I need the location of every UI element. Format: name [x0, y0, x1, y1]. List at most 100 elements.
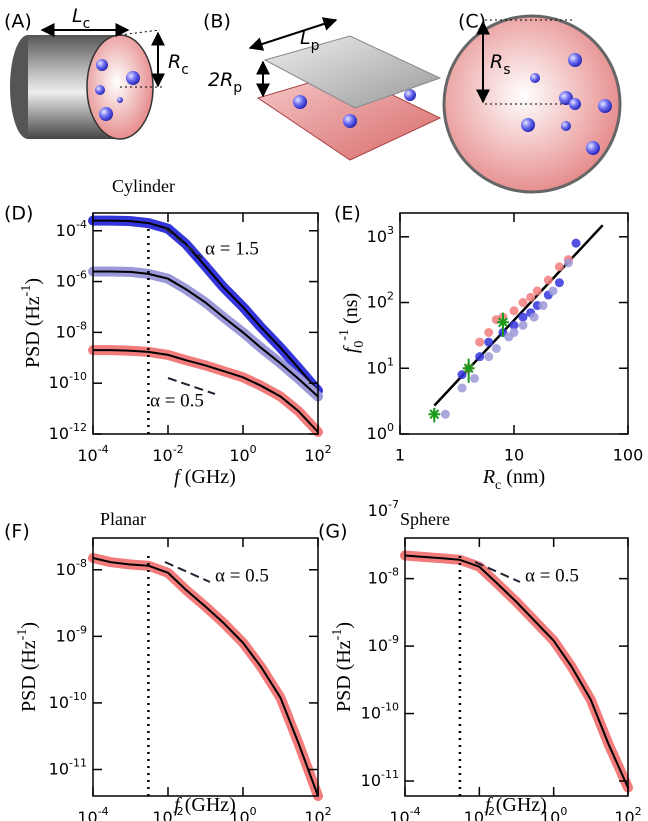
- tick-label: 102: [304, 443, 331, 465]
- tick-base: 10: [56, 626, 76, 645]
- tick-label: 100: [229, 805, 256, 821]
- label-end: ): [333, 622, 355, 629]
- tick-base: 10: [49, 759, 69, 778]
- tick-exponent: -4: [410, 805, 421, 818]
- label-text: PSD (Hz: [18, 640, 40, 712]
- label-symbol: f: [174, 794, 182, 816]
- point: [428, 408, 441, 421]
- tick-label: 10-2: [152, 805, 183, 821]
- tick-exponent: -2: [484, 805, 495, 818]
- point: [543, 275, 553, 285]
- tick-label: 10-8: [56, 319, 87, 341]
- tick-base: 10: [304, 446, 324, 465]
- tick-exponent: 2: [325, 443, 332, 456]
- axis-label: f0-1 (ns): [337, 293, 367, 353]
- label-sub: p: [311, 38, 320, 54]
- tick-exponent: 0: [250, 805, 257, 818]
- label-end: ): [22, 278, 44, 285]
- point: [484, 337, 494, 347]
- tick-label: 10-8: [56, 556, 87, 578]
- tick-base: 10: [540, 808, 560, 821]
- tick-label: 10-10: [361, 700, 399, 722]
- point: [509, 320, 519, 330]
- point: [440, 409, 450, 419]
- diagram-cylinder: (A) Lc Rc: [4, 5, 189, 140]
- label-text: PSD (Hz: [22, 296, 44, 368]
- tick-exponent: 2: [635, 805, 642, 818]
- annotation: α = 0.5: [150, 390, 204, 411]
- point: [462, 362, 475, 375]
- diagram-label: Lp: [300, 27, 320, 55]
- fit-line: [93, 270, 319, 398]
- slope-guide: [164, 561, 211, 583]
- label-sup: -1: [15, 629, 30, 641]
- tick-base: 10: [56, 559, 76, 578]
- axis-label: PSD (Hz-1): [330, 622, 355, 712]
- chart-title: Sphere: [400, 509, 450, 529]
- point: [509, 327, 519, 337]
- label-sub: c: [83, 16, 91, 32]
- tick-base: 10: [49, 424, 69, 443]
- point: [518, 312, 528, 322]
- fit-line: [93, 349, 319, 433]
- tick-base: 10: [56, 271, 76, 290]
- tick-label: 10-11: [49, 756, 87, 778]
- label-end: ): [18, 622, 40, 629]
- diagram-planar: (B) Lp 2Rp: [203, 11, 442, 161]
- tick-label: 10-8: [368, 565, 399, 587]
- tick-exponent: -2: [173, 443, 184, 456]
- tick-label: 103: [367, 223, 394, 245]
- diagram-label: 2Rp: [208, 69, 242, 97]
- point: [518, 298, 528, 308]
- fit-line: [93, 219, 319, 392]
- tick-base: 10: [56, 220, 76, 239]
- plot-frame: [92, 212, 319, 435]
- label-symbol: f: [340, 345, 362, 353]
- tick-label: 10-4: [77, 443, 108, 465]
- tick-exponent: -10: [69, 689, 87, 702]
- tick-base: 10: [367, 226, 387, 245]
- axis-label: f (GHz): [174, 466, 236, 488]
- tick-label: 10-10: [49, 370, 87, 392]
- point: [484, 327, 494, 337]
- tick-exponent: -9: [388, 633, 399, 646]
- point: [457, 383, 467, 393]
- tick-base: 10: [152, 808, 172, 821]
- label-unit: (nm): [506, 466, 545, 488]
- tick-exponent: -2: [173, 805, 184, 818]
- tick-exponent: -11: [381, 768, 399, 781]
- diagram-label: Lc: [72, 5, 90, 33]
- fit-line: [404, 554, 629, 789]
- slope-guide: [474, 561, 521, 583]
- tick-base: 10: [49, 373, 69, 392]
- point: [548, 286, 558, 296]
- point: [469, 373, 479, 383]
- tick-exponent: -8: [76, 319, 87, 332]
- tick-label: 10: [504, 446, 524, 465]
- slope-guide: [167, 377, 216, 395]
- point: [526, 292, 536, 302]
- point: [496, 316, 509, 329]
- tick-base: 10: [56, 322, 76, 341]
- tick-base: 10: [367, 292, 387, 311]
- tick-exponent: -9: [76, 623, 87, 636]
- tick-label: 10-4: [77, 805, 108, 821]
- tick-exponent: 3: [387, 223, 394, 236]
- tick-base: 10: [361, 703, 381, 722]
- panel-label: (G): [318, 521, 348, 543]
- point: [529, 312, 539, 322]
- label-main: L: [300, 27, 311, 49]
- tick-base: 10: [77, 808, 97, 821]
- tick-base: 10: [368, 501, 388, 520]
- label-sub: s: [503, 62, 510, 78]
- annotation: α = 0.5: [525, 565, 579, 586]
- tick-exponent: -8: [76, 556, 87, 569]
- tick-label: 101: [367, 355, 394, 377]
- tick-label: 102: [304, 805, 331, 821]
- label-sup: -1: [19, 285, 34, 297]
- tick-exponent: -10: [69, 370, 87, 383]
- panel-label: (C): [458, 11, 486, 33]
- data-band: [88, 553, 323, 801]
- tick-label: 10-12: [49, 421, 87, 443]
